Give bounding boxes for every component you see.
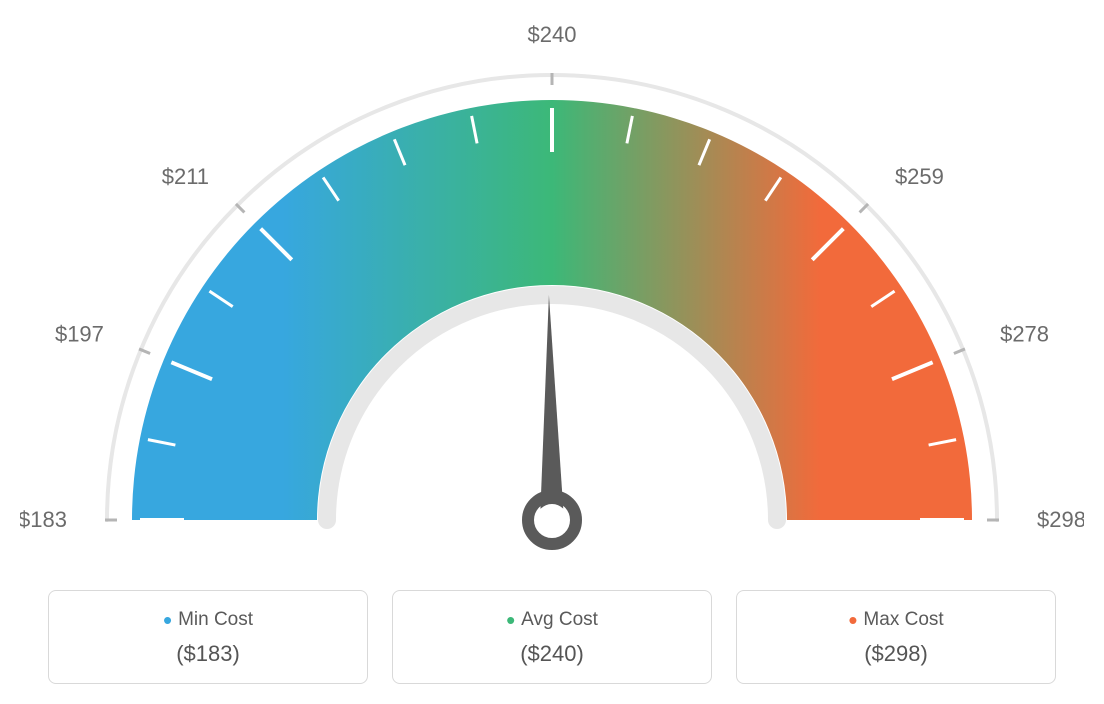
tick-label: $278 (1000, 321, 1049, 346)
tick-label: $259 (895, 164, 944, 189)
tick-label: $183 (20, 507, 67, 532)
legend-card-max: •Max Cost ($298) (736, 590, 1056, 684)
legend-card-avg: •Avg Cost ($240) (392, 590, 712, 684)
gauge-needle (540, 295, 564, 520)
gauge-area: $183 $197 $211 $240 $259 $278 $298 (20, 20, 1084, 580)
legend-title-min: •Min Cost (59, 609, 357, 631)
dot-icon: • (506, 605, 515, 635)
legend-value-avg: ($240) (403, 641, 701, 667)
legend-label-max: Max Cost (863, 609, 943, 630)
gauge-svg: $183 $197 $211 $240 $259 $278 $298 (20, 20, 1084, 580)
legend-label-min: Min Cost (178, 609, 253, 630)
tick-label: $197 (55, 321, 104, 346)
legend-row: •Min Cost ($183) •Avg Cost ($240) •Max C… (20, 590, 1084, 684)
tick-label: $211 (162, 164, 209, 189)
tick-label: $240 (528, 22, 577, 47)
legend-value-min: ($183) (59, 641, 357, 667)
needle-hub-inner (536, 504, 568, 536)
tick-label: $298 (1037, 507, 1084, 532)
legend-title-avg: •Avg Cost (403, 609, 701, 631)
dot-icon: • (163, 605, 172, 635)
legend-title-max: •Max Cost (747, 609, 1045, 631)
cost-gauge-chart: $183$197$211$240$259$278$298 •Min Cost (… (20, 20, 1084, 684)
legend-value-max: ($298) (747, 641, 1045, 667)
legend-label-avg: Avg Cost (521, 609, 598, 630)
legend-card-min: •Min Cost ($183) (48, 590, 368, 684)
dot-icon: • (848, 605, 857, 635)
